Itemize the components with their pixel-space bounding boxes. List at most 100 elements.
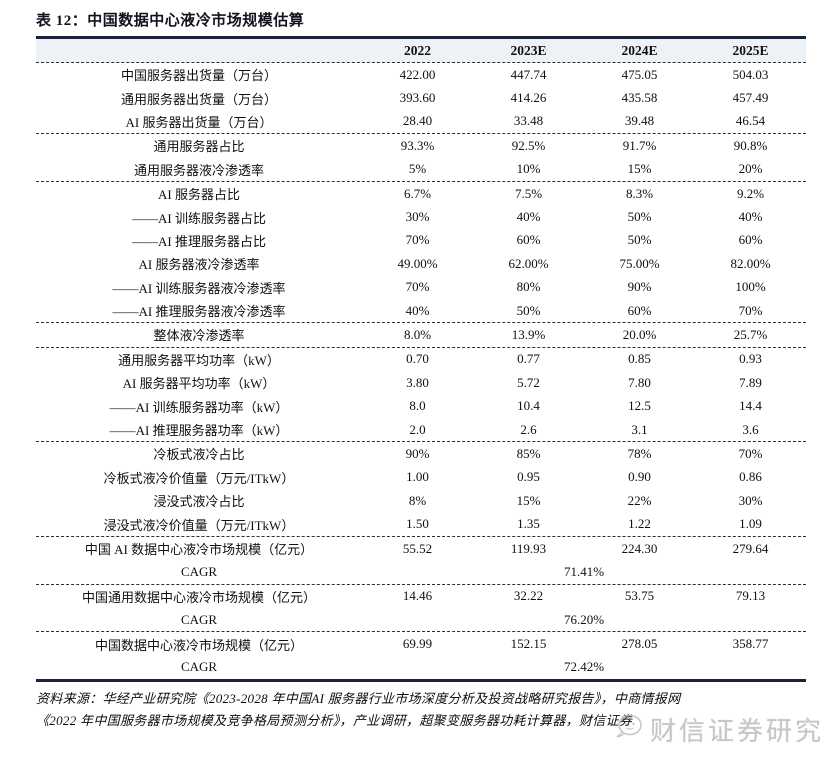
table-row: CAGR 71.41% <box>36 560 806 585</box>
row-value: 1.09 <box>739 516 762 532</box>
row-label: ——AI 训练服务器功率（kW） <box>109 399 289 415</box>
row-value: 447.74 <box>510 66 547 82</box>
row-value: 90% <box>405 445 430 461</box>
row-value: 10% <box>516 161 541 177</box>
row-value: 0.95 <box>517 469 540 485</box>
row-value: 10.4 <box>517 398 540 414</box>
row-value: 49.00% <box>397 255 438 271</box>
row-value: 39.48 <box>624 113 655 129</box>
row-value: 15% <box>516 492 541 508</box>
row-label: 中国服务器出货量（万台） <box>120 68 277 84</box>
row-label: CAGR <box>180 611 218 627</box>
row-value: 60% <box>516 232 541 248</box>
table-row: 中国服务器出货量（万台） 422.00 447.74 475.05 504.03 <box>36 63 806 86</box>
row-value: 90% <box>627 279 652 295</box>
table-row: AI 服务器液冷渗透率 49.00% 62.00% 75.00% 82.00% <box>36 252 806 275</box>
row-label: ——AI 训练服务器占比 <box>132 210 266 226</box>
row-value: 224.30 <box>621 540 658 556</box>
column-header-2022: 2022 <box>404 42 431 58</box>
row-value: 279.64 <box>732 540 769 556</box>
table-body: 中国服务器出货量（万台） 422.00 447.74 475.05 504.03 通用服务… <box>36 63 806 679</box>
row-value: 62.00% <box>508 255 549 271</box>
row-value: 92.5% <box>511 137 546 153</box>
row-value: 33.48 <box>513 113 544 129</box>
row-value: 50% <box>627 232 652 248</box>
row-label: AI 服务器平均功率（kW） <box>122 376 276 392</box>
row-label: 中国数据中心液冷市场规模（亿元） <box>94 637 303 653</box>
row-value: 457.49 <box>732 90 769 106</box>
report-page: 表 12：中国数据中心液冷市场规模估算 2022 2023E 2024E 2025E … <box>36 13 806 732</box>
table-row: AI 服务器出货量（万台） 28.40 33.48 39.48 46.54 <box>36 110 806 135</box>
table-row: 通用服务器占比 93.3% 92.5% 91.7% 90.8% <box>36 134 806 157</box>
row-label: 冷板式液冷价值量（万元/ITkW） <box>103 470 295 486</box>
row-value: 14.46 <box>402 588 433 604</box>
row-value: 3.1 <box>631 421 648 437</box>
row-value: 91.7% <box>622 137 657 153</box>
row-value: 30% <box>738 492 763 508</box>
row-value: 358.77 <box>732 636 769 652</box>
table-row: ——AI 训练服务器液冷渗透率 70% 80% 90% 100% <box>36 276 806 299</box>
row-value: 6.7% <box>403 185 432 201</box>
column-header-2023e: 2023E <box>510 42 547 58</box>
table-row: 浸没式液冷占比 8% 15% 22% 30% <box>36 489 806 512</box>
row-value: 0.90 <box>628 469 651 485</box>
row-label: 通用服务器液冷渗透率 <box>133 162 264 178</box>
row-value: 82.00% <box>730 255 771 271</box>
table-row: 通用服务器出货量（万台） 393.60 414.26 435.58 457.49 <box>36 86 806 109</box>
row-value: 20.0% <box>622 326 657 342</box>
table-row: 冷板式液冷价值量（万元/ITkW） 1.00 0.95 0.90 0.86 <box>36 466 806 489</box>
row-label: 通用服务器平均功率（kW） <box>118 352 280 368</box>
row-value: 90.8% <box>733 137 768 153</box>
column-header-2025e: 2025E <box>732 42 769 58</box>
row-label: ——AI 推理服务器液冷渗透率 <box>112 304 286 320</box>
source-note-line1: 资料来源：华经产业研究院《2023-2028 年中国AI 服务器行业市场深度分析… <box>36 691 681 707</box>
table-row: CAGR 76.20% <box>36 608 806 633</box>
row-label: 通用服务器出货量（万台） <box>120 91 277 107</box>
row-value: 422.00 <box>399 66 436 82</box>
row-merged-value: 72.42% <box>563 659 605 675</box>
row-label: ——AI 推理服务器占比 <box>132 233 266 249</box>
row-value: 70% <box>738 445 763 461</box>
table-row: 中国数据中心液冷市场规模（亿元） 69.99 152.15 278.05 358.77 <box>36 632 806 655</box>
row-value: 119.93 <box>510 540 547 556</box>
row-label: AI 服务器液冷渗透率 <box>138 257 260 273</box>
row-label: AI 服务器占比 <box>158 187 240 203</box>
table-row: ——AI 推理服务器功率（kW） 2.0 2.6 3.1 3.6 <box>36 418 806 443</box>
row-label: 冷板式液冷占比 <box>153 447 245 463</box>
row-value: 0.86 <box>739 469 762 485</box>
row-value: 100% <box>735 279 766 295</box>
row-label: ——AI 训练服务器液冷渗透率 <box>112 280 286 296</box>
table-row: 整体液冷渗透率 8.0% 13.9% 20.0% 25.7% <box>36 323 806 348</box>
source-note: 资料来源：华经产业研究院《2023-2028 年中国AI 服务器行业市场深度分析… <box>36 688 806 732</box>
row-value: 0.93 <box>739 351 762 367</box>
row-value: 3.80 <box>406 374 429 390</box>
row-value: 50% <box>627 209 652 225</box>
row-value: 28.40 <box>402 113 433 129</box>
row-label: 浸没式液冷价值量（万元/ITkW） <box>103 517 295 533</box>
row-value: 8% <box>408 492 427 508</box>
row-value: 393.60 <box>399 90 436 106</box>
row-value: 93.3% <box>400 137 435 153</box>
row-value: 8.0% <box>403 326 432 342</box>
table-row: 浸没式液冷价值量（万元/ITkW） 1.50 1.35 1.22 1.09 <box>36 512 806 537</box>
row-label: 浸没式液冷占比 <box>153 494 245 510</box>
row-label: CAGR <box>180 563 218 579</box>
table-row: AI 服务器占比 6.7% 7.5% 8.3% 9.2% <box>36 182 806 205</box>
row-value: 475.05 <box>621 66 658 82</box>
row-value: 85% <box>516 445 541 461</box>
row-value: 1.00 <box>406 469 429 485</box>
row-value: 69.99 <box>402 636 433 652</box>
row-value: 15% <box>627 161 652 177</box>
row-value: 70% <box>405 232 430 248</box>
row-value: 22% <box>627 492 652 508</box>
row-value: 0.70 <box>406 351 429 367</box>
table-row: 中国 AI 数据中心液冷市场规模（亿元） 55.52 119.93 224.30 279… <box>36 537 806 560</box>
row-value: 40% <box>738 209 763 225</box>
row-value: 13.9% <box>511 326 546 342</box>
table-row: CAGR 72.42% <box>36 656 806 679</box>
source-note-line2: 《2022 年中国服务器市场规模及竞争格局预测分析》，产业调研，超聚变服务器功耗… <box>36 713 633 729</box>
table-header-row: 2022 2023E 2024E 2025E <box>36 39 806 63</box>
table-row: 中国通用数据中心液冷市场规模（亿元） 14.46 32.22 53.75 79.13 <box>36 585 806 608</box>
row-value: 5% <box>408 161 427 177</box>
row-label: 通用服务器占比 <box>153 139 245 155</box>
